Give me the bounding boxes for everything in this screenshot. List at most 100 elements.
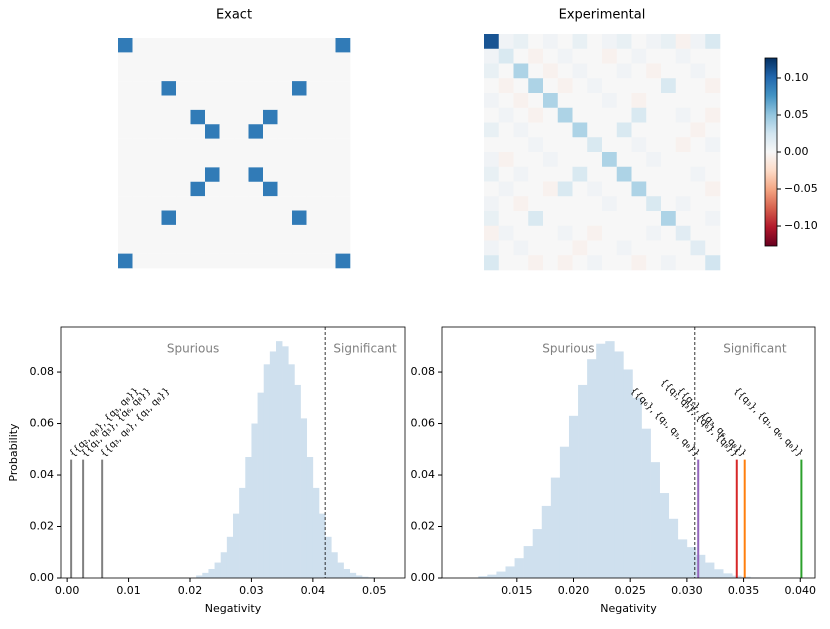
heatmap-cell: [499, 255, 514, 270]
heatmap-cell: [587, 123, 602, 138]
heatmap-cell: [573, 78, 588, 93]
heatmap-cell: [543, 226, 558, 241]
histogram-bar: [331, 552, 337, 578]
heatmap-cell: [307, 211, 322, 226]
heatmap-cell: [558, 241, 573, 256]
heatmap-cell: [661, 226, 676, 241]
heatmap-cell: [191, 67, 206, 82]
heatmap-cell: [176, 124, 191, 139]
heatmap-cell: [661, 78, 676, 93]
heatmap-cell: [632, 182, 647, 197]
heatmap-cell: [661, 34, 676, 49]
heatmap-cell: [543, 255, 558, 270]
heatmap-cell: [307, 225, 322, 240]
heatmap-cell: [176, 81, 191, 96]
heatmap-cell: [147, 239, 162, 254]
heatmap-cell: [263, 211, 278, 226]
heatmap-cell: [249, 182, 264, 197]
heatmap-cell: [205, 96, 220, 111]
heatmap-cell: [162, 211, 177, 226]
histogram-bar: [337, 563, 343, 578]
heatmap-cell: [646, 182, 661, 197]
histogram-bar: [215, 563, 221, 578]
heatmap-cell: [646, 196, 661, 211]
heatmap-cell: [691, 137, 706, 152]
heatmap-cell: [205, 167, 220, 182]
heatmap-cell: [661, 108, 676, 123]
heatmap-cell: [691, 123, 706, 138]
y-tick-label: 0.08: [411, 365, 436, 378]
heatmap-cell: [646, 49, 661, 64]
heatmap-cell: [133, 38, 148, 53]
heatmap-cell: [543, 167, 558, 182]
heatmap-cell: [118, 196, 133, 211]
heatmap-cell: [234, 182, 249, 197]
heatmap-cell: [514, 196, 529, 211]
heatmap-cell: [661, 255, 676, 270]
heatmap-cell: [705, 152, 720, 167]
heatmap-cell: [646, 137, 661, 152]
heatmap-cell: [234, 167, 249, 182]
heatmap-cell: [147, 110, 162, 125]
heatmap-cell: [234, 124, 249, 139]
heatmap-cell: [602, 241, 617, 256]
heatmap-cell: [514, 167, 529, 182]
histogram-bar: [487, 575, 496, 578]
heatmap-cell: [205, 38, 220, 53]
heatmap-cell: [617, 137, 632, 152]
heatmap-cell: [617, 78, 632, 93]
heatmap-cell: [691, 241, 706, 256]
heatmap-cell: [263, 225, 278, 240]
heatmap-cell: [307, 124, 322, 139]
heatmap-cell: [676, 226, 691, 241]
heatmap-cell: [528, 64, 543, 79]
heatmap-cell: [499, 226, 514, 241]
heatmap-cell: [162, 239, 177, 254]
heatmap-cell: [278, 139, 293, 154]
heatmap-cell: [602, 152, 617, 167]
heatmap-cell: [602, 182, 617, 197]
heatmap-cell: [705, 226, 720, 241]
heatmap-cell: [220, 254, 235, 269]
histogram-bar: [245, 457, 251, 578]
heatmap-cell: [336, 196, 351, 211]
heatmap-cell: [118, 167, 133, 182]
heatmap-cell: [162, 167, 177, 182]
heatmap-cell: [205, 67, 220, 82]
heatmap-cell: [705, 196, 720, 211]
heatmap-cell: [632, 123, 647, 138]
heatmap-cell: [691, 108, 706, 123]
heatmap-cell: [118, 225, 133, 240]
heatmap-cell: [499, 108, 514, 123]
histogram-bar: [288, 364, 294, 578]
heatmap-cell: [558, 34, 573, 49]
heatmap-cell: [484, 108, 499, 123]
histogram-bar: [301, 418, 307, 578]
heatmap-cell: [514, 211, 529, 226]
heatmap-cell: [617, 182, 632, 197]
heatmap-cell: [336, 239, 351, 254]
heatmap-cell: [558, 196, 573, 211]
panel-title: Experimental: [559, 8, 646, 23]
heatmap-cell: [705, 93, 720, 108]
heatmap-cell: [661, 152, 676, 167]
heatmap-cell: [307, 52, 322, 67]
heatmap-cell: [220, 153, 235, 168]
heatmap-cell: [176, 225, 191, 240]
heatmap-cell: [292, 38, 307, 53]
heatmap-cell: [118, 254, 133, 269]
histogram-bar: [605, 341, 614, 578]
heatmap-cell: [336, 110, 351, 125]
heatmap-cell: [336, 211, 351, 226]
x-tick-label: 0.05: [362, 584, 387, 597]
heatmap-cell: [336, 52, 351, 67]
heatmap-cell: [587, 255, 602, 270]
heatmap-cell: [602, 49, 617, 64]
heatmap-cell: [661, 211, 676, 226]
heatmap-cell: [528, 137, 543, 152]
heatmap-cell: [602, 123, 617, 138]
histogram-bar: [325, 537, 331, 578]
y-tick-label: 0.02: [30, 520, 55, 533]
heatmap-cell: [176, 182, 191, 197]
